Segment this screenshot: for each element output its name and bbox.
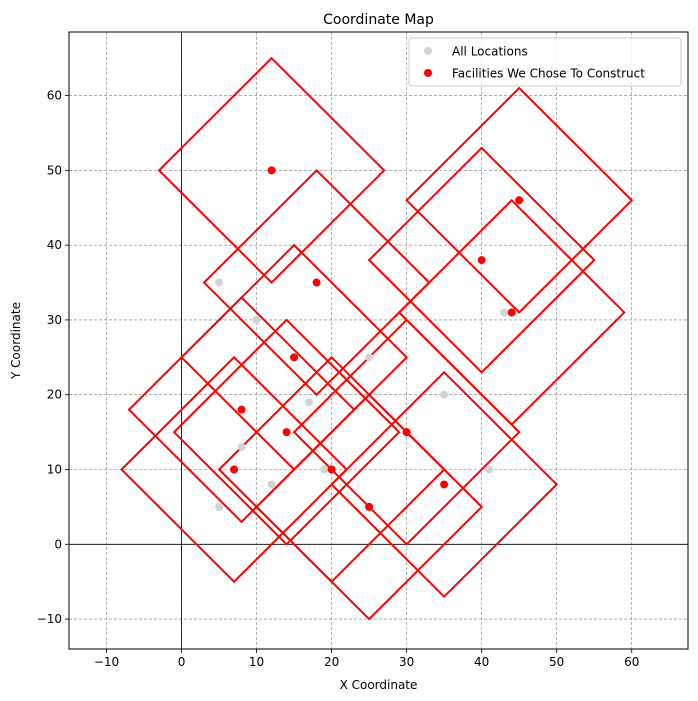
scatter-point — [440, 480, 449, 489]
coverage-diamond — [367, 146, 596, 374]
coverage-diamond — [405, 86, 634, 314]
scatter-point — [267, 166, 276, 175]
scatter-point — [312, 278, 321, 287]
scatter-point — [440, 390, 449, 399]
data-points — [215, 166, 524, 511]
scatter-point — [500, 308, 509, 317]
scatter-point — [402, 428, 411, 437]
y-tick-label: 30 — [47, 313, 62, 327]
chart-title: Coordinate Map — [323, 12, 434, 28]
coverage-diamond — [255, 393, 484, 621]
scatter-point — [305, 398, 314, 407]
y-axis-label: Y Coordinate — [9, 302, 23, 380]
y-tick-label: 50 — [47, 163, 62, 177]
legend: All Locations Facilities We Chose To Con… — [408, 37, 682, 87]
y-tick-label: 10 — [47, 463, 62, 477]
scatter-point — [507, 308, 516, 317]
x-tick-label: 20 — [324, 655, 339, 669]
scatter-point — [515, 196, 524, 205]
y-tick-label: −10 — [37, 612, 62, 626]
scatter-point — [320, 465, 329, 474]
scatter-point — [365, 353, 374, 362]
coverage-diamond — [397, 198, 626, 427]
scatter-point — [215, 502, 224, 511]
scatter-point — [327, 465, 336, 474]
x-tick-label: 40 — [474, 655, 489, 669]
legend-label-facilities: Facilities We Chose To Construct — [452, 67, 645, 81]
scatter-point — [485, 465, 494, 474]
y-tick-label: 20 — [47, 388, 62, 402]
x-axis-label: X Coordinate — [340, 678, 418, 692]
plot-area — [69, 32, 688, 649]
plot-frame — [68, 31, 689, 650]
scatter-point — [282, 428, 291, 437]
scatter-point — [477, 256, 486, 265]
y-tick-label: 0 — [54, 537, 62, 551]
scatter-point — [237, 443, 246, 452]
coverage-diamond — [157, 56, 386, 284]
legend-label-all-locations: All Locations — [452, 45, 528, 59]
x-tick-label: −10 — [94, 655, 119, 669]
coverage-diamond — [330, 370, 559, 599]
legend-marker-all-locations — [424, 47, 432, 55]
scatter-point — [252, 315, 261, 324]
legend-box — [408, 37, 682, 87]
x-axis-ticks: −10 0 10 20 30 40 50 60 — [94, 649, 639, 669]
coverage-diamond — [172, 318, 401, 546]
scatter-point — [215, 278, 224, 287]
scatter-point — [290, 353, 299, 362]
coverage-regions — [120, 56, 634, 621]
scatter-point — [237, 405, 246, 414]
legend-marker-facilities — [424, 69, 432, 77]
x-tick-label: 50 — [549, 655, 564, 669]
scatter-point — [365, 502, 374, 511]
y-tick-label: 40 — [47, 238, 62, 252]
x-tick-label: 60 — [624, 655, 639, 669]
x-tick-label: 0 — [178, 655, 186, 669]
coverage-diamond — [120, 355, 349, 584]
y-axis-ticks: −10 0 10 20 30 40 50 60 — [37, 89, 69, 626]
x-tick-label: 10 — [249, 655, 264, 669]
y-tick-label: 60 — [47, 89, 62, 103]
coverage-diamond — [202, 168, 431, 397]
scatter-point — [267, 480, 276, 489]
scatter-point — [230, 465, 239, 474]
x-tick-label: 30 — [399, 655, 414, 669]
zero-axis-lines — [69, 32, 688, 649]
